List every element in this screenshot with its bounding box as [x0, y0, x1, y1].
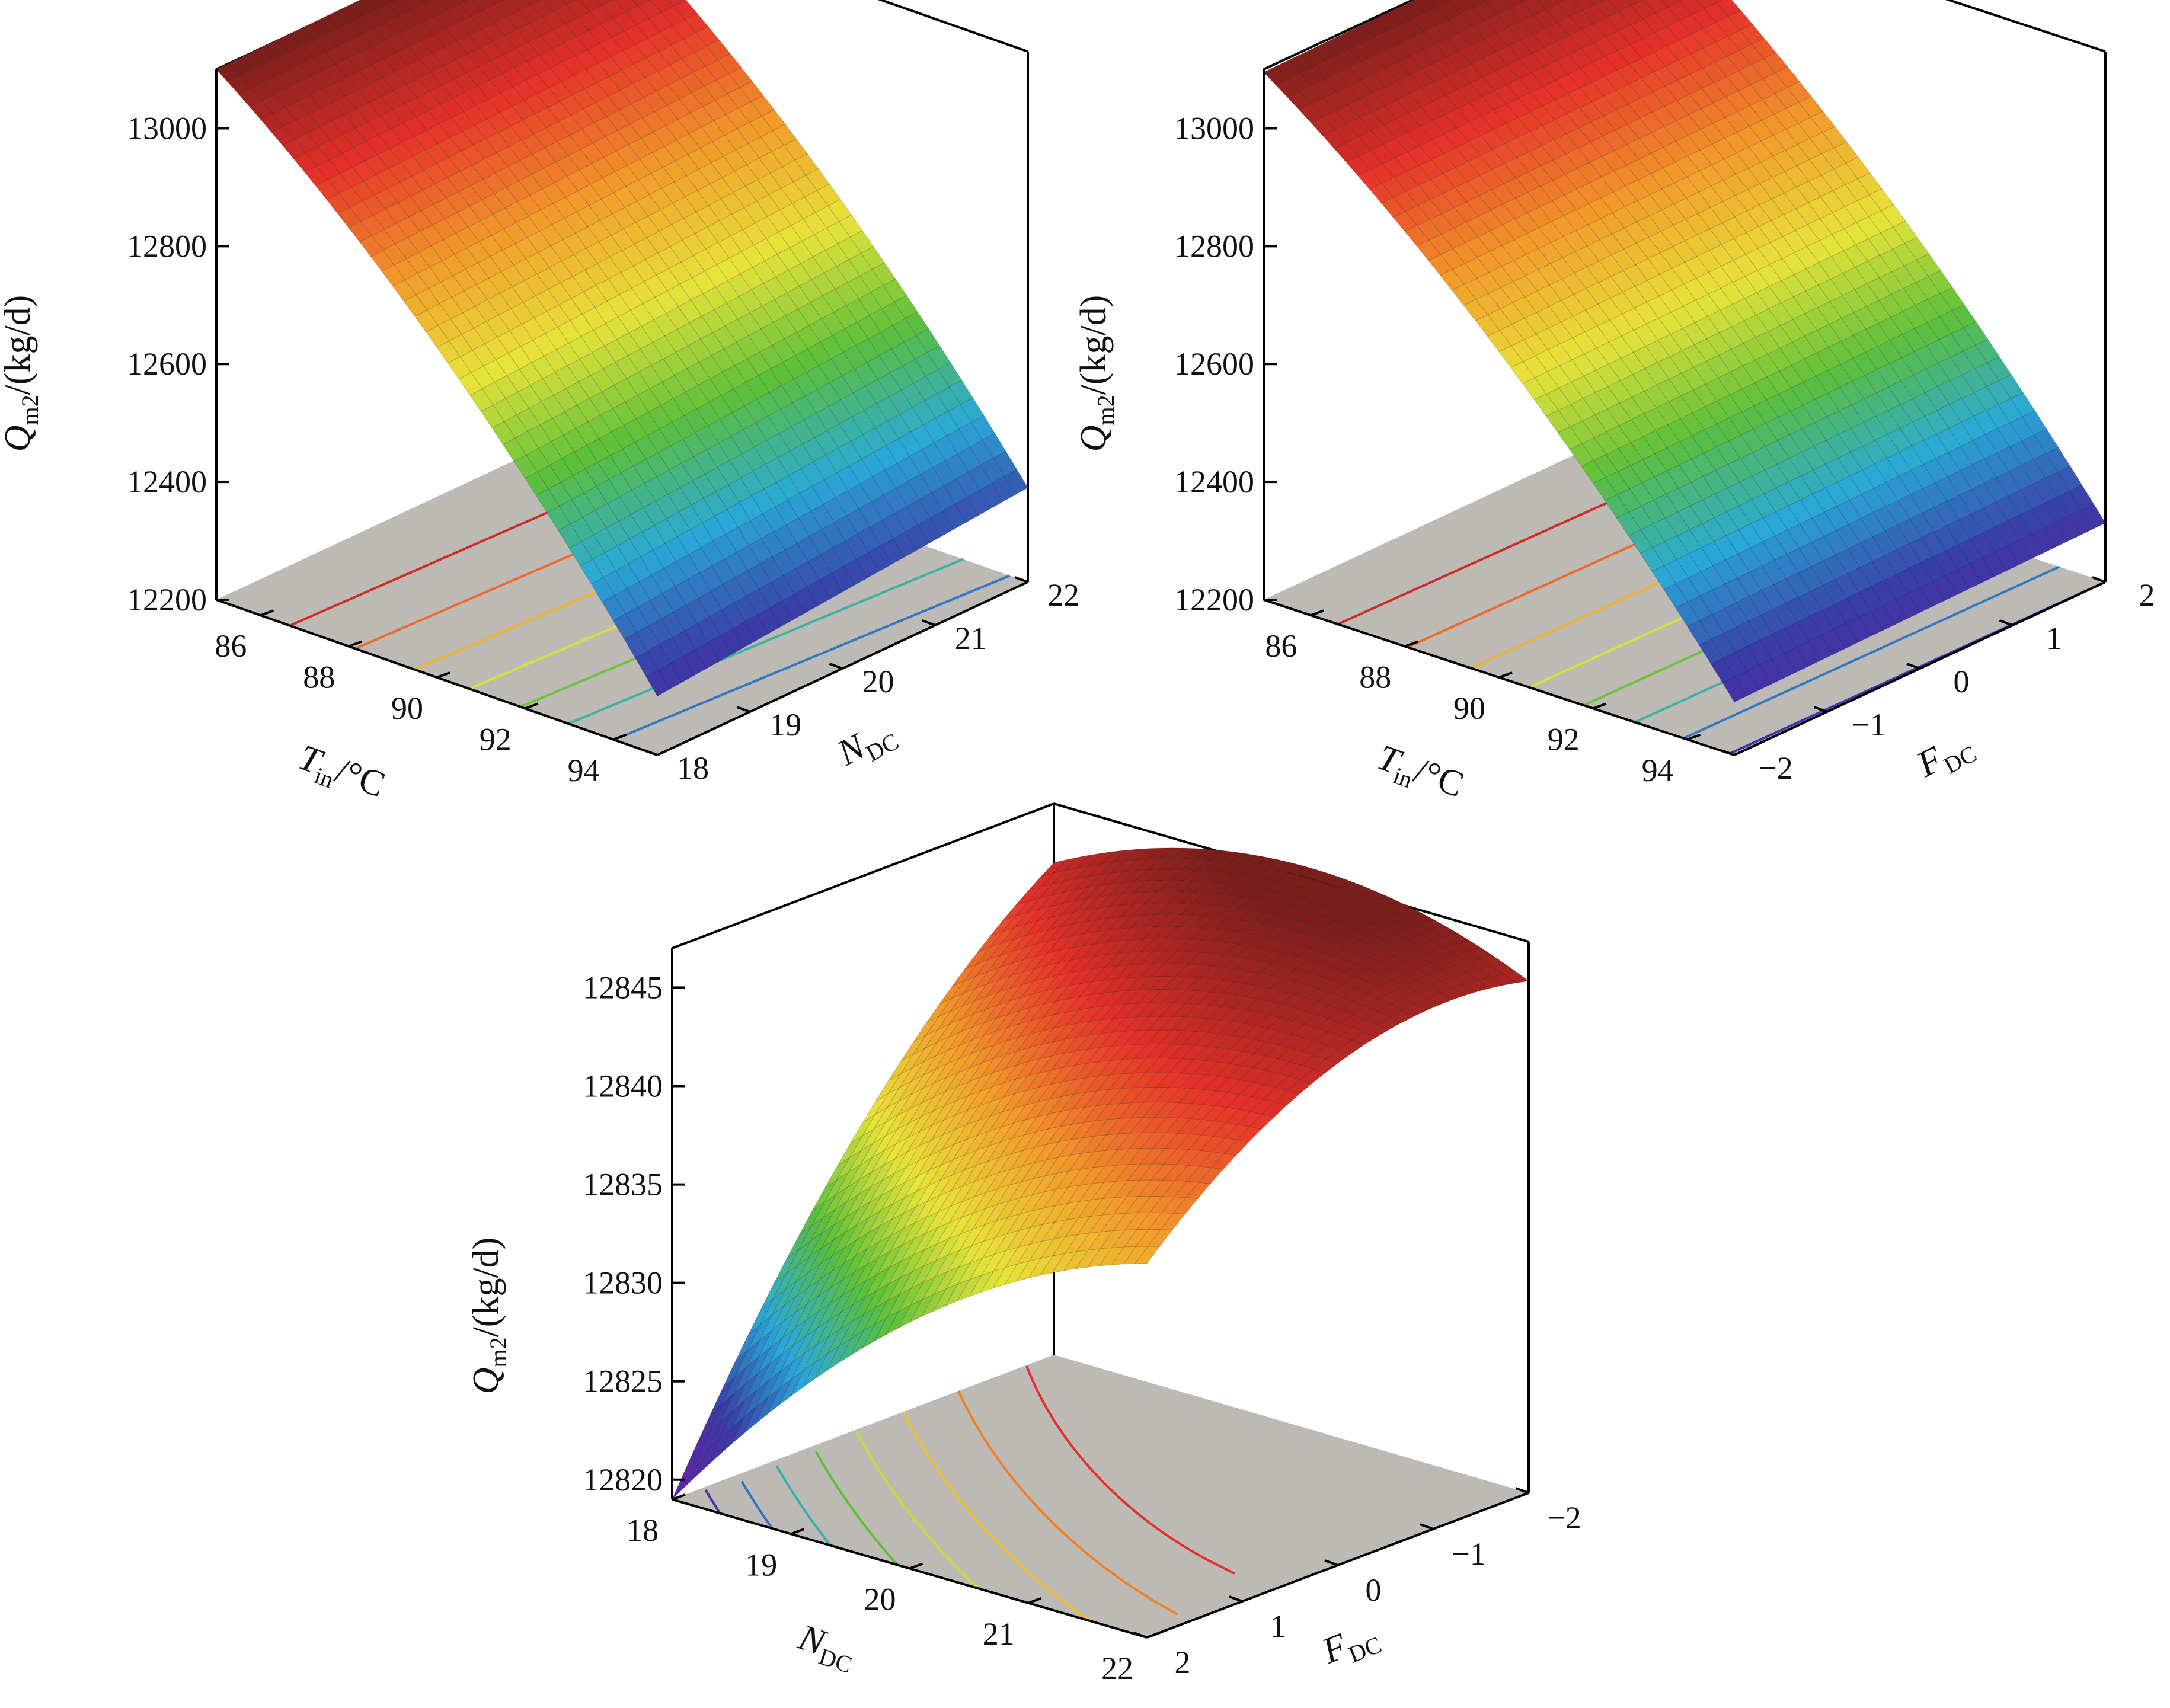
z-tick-label: 12845 [583, 970, 663, 1005]
x-tick [260, 609, 274, 617]
x-tick [348, 640, 362, 648]
surface-patch [562, 0, 577, 5]
x-tick [525, 702, 539, 710]
frame-edge [1263, 0, 1415, 71]
frame-edge [672, 802, 1054, 949]
z-tick-label: 12825 [583, 1364, 663, 1399]
surface-chart-2: 12200 12400 12600 12800 13000 86 88 90 92 94 −2 −1 0… [1073, 0, 2155, 810]
x-tick-label: 92 [1548, 721, 1580, 757]
z-tick-label: 12830 [583, 1265, 663, 1301]
z-tick-label: 12200 [127, 582, 207, 618]
z-tick-label: 12800 [1174, 228, 1254, 264]
surface-patch [526, 0, 541, 5]
surface-patch [455, 0, 468, 5]
y-axis-label: FDC [1910, 723, 1982, 789]
surface-patch [632, 0, 650, 7]
y-tick-label: −1 [1852, 707, 1885, 743]
y-axis-label: NDC [830, 711, 903, 779]
x-axis-label: NDC [792, 1617, 861, 1678]
y-tick [922, 619, 936, 626]
base-plane [672, 1355, 1529, 1637]
x-axis-label: Tin/°C [1370, 737, 1469, 810]
z-tick-label: 12840 [583, 1069, 663, 1104]
x-tick-label: 88 [303, 660, 335, 695]
y-tick-label: 2 [2139, 577, 2155, 613]
surface-patch [383, 0, 397, 4]
surface-patch [420, 0, 432, 4]
y-tick-label: 0 [1366, 1572, 1382, 1608]
y-tick-label: −2 [1759, 750, 1792, 786]
y-axis-label: FDC [1316, 1613, 1385, 1677]
z-tick-label: 12200 [1174, 582, 1254, 618]
surface-patch [772, 123, 797, 146]
y-tick-label: 21 [955, 620, 987, 656]
z-tick-label: 13000 [1174, 110, 1254, 146]
x-tick-label: 20 [864, 1582, 896, 1617]
y-tick [829, 663, 843, 670]
contour-line [1683, 565, 2060, 740]
z-tick-label: 12600 [127, 346, 207, 382]
x-tick-label: 86 [215, 628, 247, 664]
y-tick-label: 1 [1270, 1608, 1286, 1644]
x-tick [436, 671, 450, 679]
y-tick-label: 1 [2046, 620, 2062, 656]
surface-patch [491, 0, 504, 5]
frame-edge [877, 0, 1028, 53]
x-axis-label: Tin/°C [292, 737, 390, 810]
y-tick-label: 22 [1047, 577, 1079, 613]
x-tick-label: 22 [1101, 1651, 1133, 1686]
y-tick [644, 749, 658, 756]
x-tick-label: 18 [627, 1512, 659, 1548]
x-tick [612, 733, 627, 741]
surface-patch [2080, 503, 2106, 530]
surface-patch [667, 0, 687, 7]
surface-patch [893, 295, 918, 319]
y-tick-label: 0 [1954, 664, 1970, 699]
y-tick [1014, 576, 1028, 583]
response-surface [1263, 0, 2106, 703]
x-tick-label: 94 [568, 753, 600, 788]
x-tick-label: 94 [1642, 753, 1674, 788]
z-axis-label: Qm2/(kg/d) [466, 1237, 512, 1394]
surface-chart-1: 12200 12400 12600 12800 13000 86 88 90 92 94 18 19 2… [0, 0, 1079, 810]
x-tick-label: 86 [1265, 628, 1297, 664]
x-tick-label: 90 [391, 690, 423, 726]
surface-patch [849, 230, 874, 254]
x-tick-label: 92 [480, 721, 512, 757]
z-tick-label: 12600 [1174, 346, 1254, 382]
x-tick-label: 19 [745, 1547, 777, 1582]
response-surface [216, 0, 1028, 697]
y-tick [736, 706, 750, 713]
z-tick-label: 12400 [127, 464, 207, 500]
y-tick-label: 20 [862, 664, 894, 699]
y-tick-label: −2 [1547, 1500, 1581, 1536]
surface-patch [783, 138, 808, 161]
z-tick-label: 12835 [583, 1167, 663, 1202]
y-tick-label: 18 [677, 750, 709, 786]
y-tick-label: 19 [769, 707, 801, 743]
z-axis-label: Qm2/(kg/d) [0, 295, 43, 452]
x-tick-label: 90 [1453, 690, 1485, 726]
contour-line [568, 558, 964, 725]
z-tick-label: 12820 [583, 1462, 663, 1498]
z-tick-label: 12400 [1174, 464, 1254, 500]
z-axis-label: Qm2/(kg/d) [1073, 295, 1119, 452]
contour-line [613, 574, 1011, 741]
z-tick-label: 13000 [127, 110, 207, 146]
surface-patch [673, 0, 698, 20]
y-tick-label: −1 [1452, 1536, 1485, 1572]
y-tick-label: 2 [1175, 1645, 1191, 1680]
x-tick-label: 21 [983, 1616, 1015, 1652]
surface-chart-3: 1282012825128301283512840128451819202122… [466, 802, 1581, 1686]
frame-edge [1945, 0, 2106, 53]
x-tick-label: 88 [1359, 660, 1391, 695]
z-tick-label: 12800 [127, 228, 207, 264]
surface-patch [597, 0, 613, 6]
